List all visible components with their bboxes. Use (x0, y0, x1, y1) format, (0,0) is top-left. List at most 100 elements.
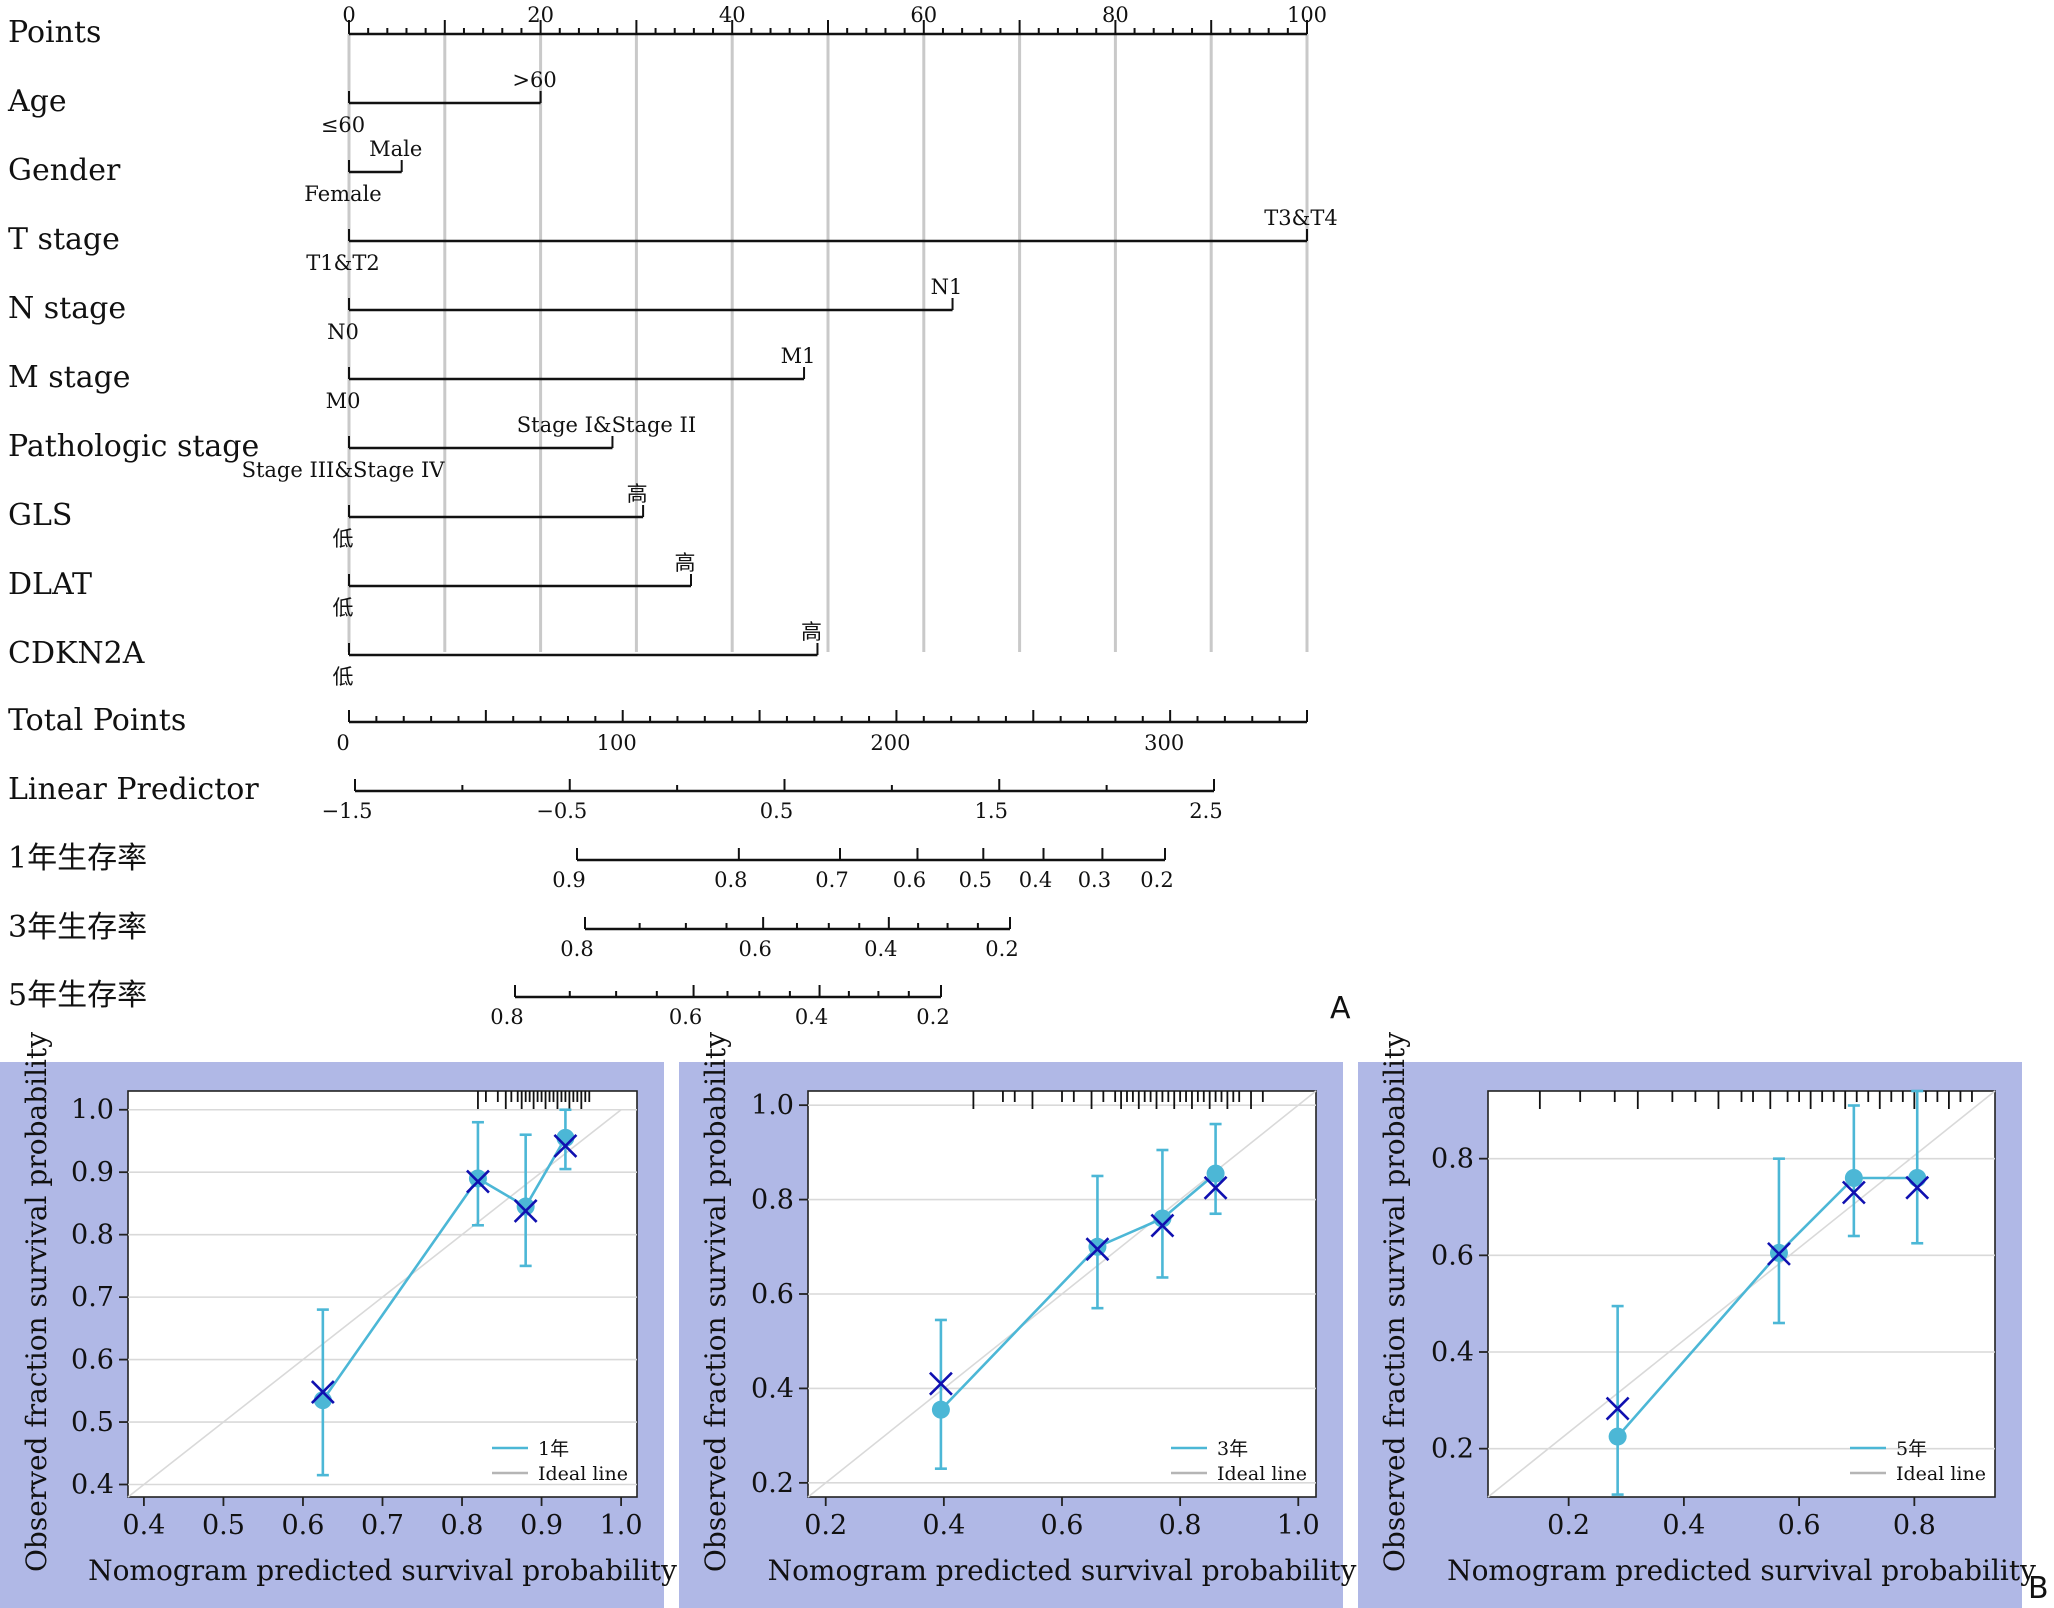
variable-label: Pathologic stage (8, 429, 259, 464)
variable-label: M stage (8, 360, 131, 395)
survival-scale-tick-label: 0.2 (916, 1005, 949, 1029)
level-label: ≤60 (321, 113, 365, 137)
variable-label: N stage (8, 291, 126, 326)
linear-predictor-tick-label: 1.5 (975, 799, 1008, 823)
calibration-plot-3: 0.2 0.4 0.6 0.8 0.2 0.4 0.6 0.8 Nomogram predict… (1358, 1032, 2036, 1608)
bias-corrected-mark (928, 1371, 953, 1396)
variable-label: CDKN2A (8, 636, 145, 671)
calibration-curve (939, 1172, 1217, 1411)
x-tick-label: 0.7 (361, 1510, 404, 1541)
y-tick-label: 0.8 (71, 1220, 114, 1251)
legend-series-label: 1年 (538, 1438, 569, 1460)
points-tick-label: 40 (719, 3, 746, 27)
bias-corrected-mark (1767, 1241, 1791, 1266)
observed-point (1908, 1169, 1927, 1187)
variable-label: GLS (8, 498, 72, 533)
survival-scale-tick-label: 0.2 (985, 937, 1018, 961)
observed-point (1206, 1164, 1225, 1183)
y-tick-label: 0.8 (1431, 1144, 1474, 1175)
x-tick-label: 0.6 (281, 1510, 324, 1541)
level-label: 高 (675, 551, 696, 575)
survival-scale-tick-label: 0.3 (1078, 868, 1111, 892)
level-label: 低 (333, 527, 354, 551)
level-label: T1&T2 (306, 251, 379, 275)
total-points-tick-label: 200 (870, 731, 910, 755)
linear-predictor-tick-label: 2.5 (1189, 799, 1222, 823)
level-label: N0 (327, 320, 359, 344)
bias-corrected-mark (1085, 1237, 1110, 1262)
x-tick-label: 0.4 (1662, 1510, 1705, 1541)
survival-scale-tick-label: 0.7 (815, 868, 848, 892)
level-label: N1 (931, 275, 963, 299)
variable-label: DLAT (8, 567, 92, 602)
bias-corrected-mark (513, 1199, 538, 1223)
points-label: Points (8, 15, 101, 50)
panel-letter-a: A (1330, 991, 1351, 1026)
legend-series-label: 3年 (1217, 1438, 1248, 1460)
calibration-panels: 0.4 0.5 0.6 0.7 0.8 0.9 1.0 0.4 0.5 0.6 0.7 0.8 0.9 1… (0, 1032, 2036, 1608)
y-tick-label: 0.4 (751, 1373, 794, 1404)
bias-corrected-mark (310, 1380, 335, 1404)
survival-scale-tick-label: 0.4 (1019, 868, 1052, 892)
x-axis-title: Nomogram predicted survival probability (1447, 1554, 2036, 1587)
points-tick-label: 0 (342, 3, 355, 27)
survival-scale-tick-label: 0.8 (714, 868, 747, 892)
variable-label: Gender (8, 153, 121, 188)
survival-scale-tick-label: 0.4 (795, 1005, 828, 1029)
x-tick-label: 0.2 (1547, 1510, 1590, 1541)
points-tick-label: 20 (527, 3, 554, 27)
level-label: M1 (781, 344, 816, 368)
observed-point (468, 1169, 487, 1188)
y-tick-label: 0.2 (1431, 1434, 1474, 1465)
x-tick-label: 0.2 (804, 1510, 847, 1541)
x-tick-label: 0.6 (1778, 1510, 1821, 1541)
legend-ideal-label: Ideal line (1217, 1463, 1307, 1485)
points-tick-label: 100 (1287, 3, 1327, 27)
total-points-tick-label: 300 (1144, 731, 1184, 755)
legend-ideal-label: Ideal line (538, 1463, 628, 1485)
panel-letter-b: B (2028, 1571, 2049, 1606)
y-tick-label: 0.8 (751, 1185, 794, 1216)
y-axis-title: Observed fraction survival probability (699, 1032, 732, 1572)
level-label: Stage III&Stage IV (242, 458, 446, 482)
points-tick-label: 80 (1102, 3, 1129, 27)
y-tick-label: 1.0 (71, 1095, 114, 1126)
survival-scale-label: 3年生存率 (8, 910, 147, 945)
level-label: Male (369, 137, 422, 161)
x-tick-label: 1.0 (600, 1510, 643, 1541)
survival-scale-tick-label: 0.6 (893, 868, 926, 892)
bias-corrected-mark (466, 1169, 490, 1194)
survival-scale-tick-label: 0.2 (1140, 868, 1173, 892)
bias-corrected-mark (1203, 1175, 1228, 1200)
observed-point (516, 1197, 535, 1216)
level-label: Stage I&Stage II (517, 413, 696, 437)
calibration-curve (321, 1137, 567, 1401)
observed-point (931, 1400, 950, 1419)
total-points-tick-label: 0 (336, 731, 349, 755)
ideal-line (127, 1109, 622, 1498)
y-tick-label: 0.4 (1431, 1337, 1474, 1368)
calibration-curve (1616, 1176, 1918, 1438)
survival-scale-tick-label: 0.5 (959, 868, 992, 892)
survival-scale-label: 5年生存率 (8, 978, 147, 1013)
y-tick-label: 0.6 (751, 1279, 794, 1310)
x-tick-label: 0.5 (202, 1510, 245, 1541)
survival-scale-tick-label: 0.4 (864, 937, 897, 961)
x-tick-label: 0.6 (1041, 1510, 1084, 1541)
y-tick-label: 0.9 (71, 1157, 114, 1188)
linear-predictor-label: Linear Predictor (8, 772, 259, 807)
level-label: T3&T4 (1264, 206, 1337, 230)
total-points-label: Total Points (8, 703, 186, 738)
y-tick-label: 0.4 (71, 1470, 114, 1501)
level-label: M0 (326, 389, 361, 413)
x-tick-label: 0.9 (520, 1510, 563, 1541)
level-label: >60 (512, 68, 556, 92)
legend-series-label: 5年 (1896, 1438, 1927, 1460)
x-axis-title: Nomogram predicted survival probability (768, 1554, 1357, 1587)
y-axis-title: Observed fraction survival probability (20, 1032, 53, 1572)
y-tick-label: 0.2 (751, 1468, 794, 1499)
x-tick-label: 0.4 (122, 1510, 165, 1541)
legend-ideal-label: Ideal line (1896, 1463, 1986, 1485)
y-tick-label: 0.6 (71, 1345, 114, 1376)
points-tick-label: 60 (910, 3, 937, 27)
